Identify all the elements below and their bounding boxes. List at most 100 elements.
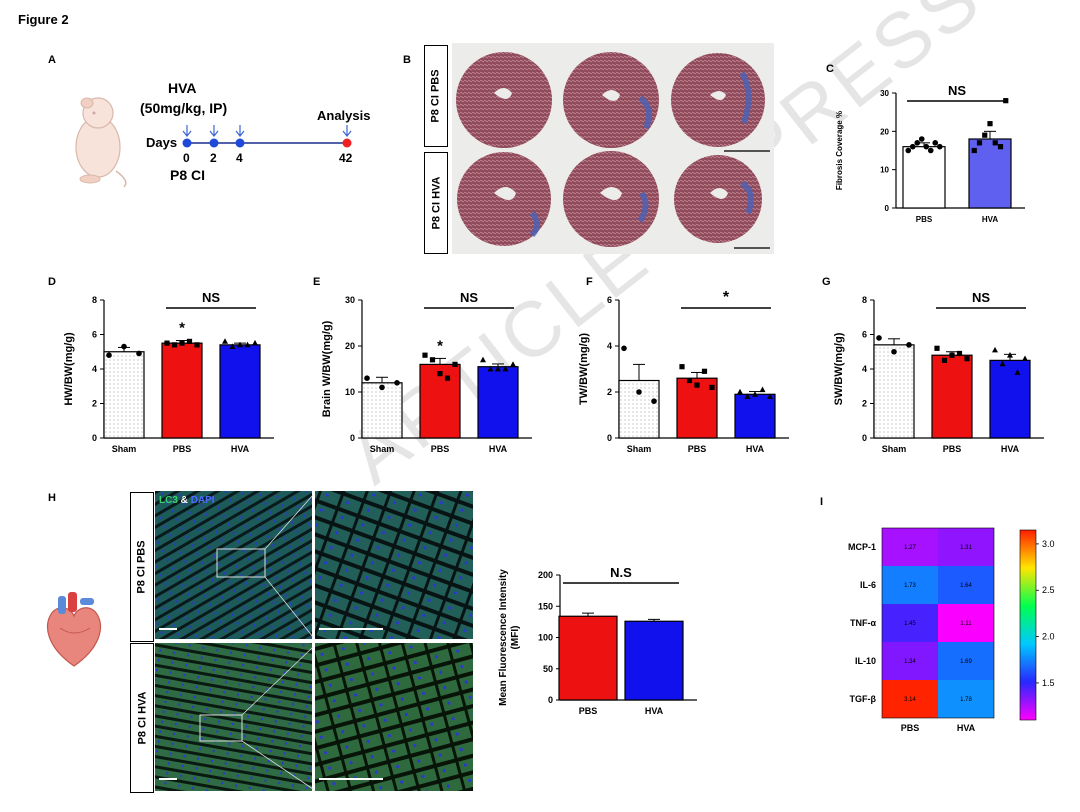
chart-d: 0 2 4 6 8 HW/BW(mg/g) Sham PBS HVA * NS (63, 290, 274, 454)
bar-hva (219, 344, 261, 439)
y-axis-label-line2: (MFI) (510, 626, 521, 650)
data-point (1014, 369, 1021, 375)
bar-pbs (558, 615, 618, 701)
heatmap-row-label: MCP-1 (848, 542, 876, 552)
heatmap-cell (882, 604, 938, 642)
data-point (502, 365, 509, 372)
colorbar-tick-label: 1.5 (1042, 678, 1055, 688)
panel-h-row-label-hva: P8 CI HVA (130, 643, 154, 793)
bar-sham (361, 382, 403, 439)
data-point (229, 343, 236, 349)
data-point (964, 356, 970, 362)
panel-label-g: G (822, 276, 831, 288)
drug-name: HVA (168, 80, 197, 96)
chart-g: 0 2 4 6 8 SW/BW(mg/g) Sham PBS HVA NS (833, 290, 1044, 454)
heart-illustration-icon (47, 592, 101, 667)
significance-star: * (437, 337, 443, 354)
panel-label-h: H (48, 492, 56, 504)
heatmap-cell-value: 1.27 (904, 545, 916, 551)
panel-label-e: E (313, 276, 321, 288)
y-axis-label: HW/BW(mg/g) (63, 332, 75, 406)
data-point (164, 340, 170, 346)
data-point (252, 339, 258, 346)
y-tick-label: 50 (543, 664, 553, 674)
y-tick-label: 8 (862, 295, 867, 305)
heatmap-cell (938, 680, 994, 718)
panel-label-d: D (48, 276, 56, 288)
y-axis-label: Mean Fluorescence Intensity(MFI) (498, 569, 521, 706)
significance-star: * (179, 320, 185, 337)
data-point (121, 343, 127, 350)
heart-section-hva-3 (674, 155, 762, 243)
data-point (891, 348, 897, 355)
heatmap-row-label: IL-10 (855, 656, 876, 666)
data-point (909, 143, 916, 150)
stain-legend: LC3 & DAPI (159, 495, 215, 506)
data-point (237, 341, 243, 348)
x-tick-label: Sham (112, 444, 137, 454)
heatmap-cell (882, 566, 938, 604)
panel-h-row-label-pbs: P8 CI PBS (130, 492, 154, 642)
panel-label-b: B (403, 54, 411, 66)
heatmap-cell-value: 1.34 (904, 659, 916, 665)
colorbar-tick-label: 2.5 (1042, 585, 1055, 595)
panel-b-histology-image (452, 43, 774, 254)
y-tick-label: 6 (92, 330, 97, 340)
y-tick-label: 30 (345, 295, 355, 305)
heart-section-pbs-3 (671, 53, 765, 147)
data-point (759, 386, 766, 393)
panel-label-c: C (826, 63, 834, 75)
x-tick-label: HVA (746, 444, 765, 454)
heatmap-column-label: PBS (901, 723, 920, 733)
y-tick-label: 4 (862, 364, 867, 374)
heatmap-cell-value: 1.69 (960, 659, 972, 665)
significance-label: NS (202, 290, 220, 305)
y-tick-label: 4 (92, 364, 97, 374)
heatmap-border (881, 527, 995, 719)
x-tick-label: PBS (431, 444, 450, 454)
heatmap-cell-value: 1.31 (960, 545, 972, 551)
colorbar-tick-label: 3.0 (1042, 539, 1055, 549)
stain-amp: & (177, 495, 191, 506)
data-point (934, 345, 940, 351)
heatmap-row-label: IL-6 (860, 580, 876, 590)
y-tick-label: 2 (92, 399, 97, 409)
chart-e: 0 10 20 30 Brain W/BW(mg/g) Sham PBS HVA * NS (321, 290, 532, 454)
data-point (906, 342, 912, 348)
y-tick-label: 0 (350, 433, 355, 443)
x-tick-label: HVA (645, 706, 664, 716)
significance-label: NS (948, 83, 966, 98)
data-point (244, 341, 251, 348)
data-point (222, 338, 228, 344)
data-point (364, 375, 370, 381)
y-axis-label: Fibrosis Coverage % (835, 111, 844, 190)
x-tick-label: Sham (882, 444, 907, 454)
bar-hva (989, 359, 1031, 439)
y-axis-label-line1: Mean Fluorescence Intensity (498, 569, 509, 706)
chart-h: 0 50 100 150 200 Mean Fluorescence Intensity(… (498, 565, 697, 716)
bar-hva (734, 393, 776, 439)
data-point (194, 342, 200, 348)
panel-label-f: F (586, 276, 593, 288)
data-point (767, 393, 773, 399)
data-point (480, 356, 486, 363)
data-point (186, 338, 193, 344)
data-point (941, 357, 948, 363)
heatmap-cell-value: 1.78 (960, 697, 972, 703)
data-point (752, 391, 758, 397)
data-point (694, 382, 700, 388)
chart-f: 0 2 4 6 TW/BW(mg/g) Sham PBS HVA * (578, 289, 789, 454)
panel-label-i: I (820, 496, 824, 508)
data-point (923, 143, 930, 150)
data-point (437, 371, 443, 377)
data-point (905, 147, 912, 154)
significance-label: NS (972, 290, 990, 305)
panel-label-a: A (48, 54, 56, 66)
dose-arrow-icons (182, 125, 352, 137)
y-tick-label: 0 (92, 433, 97, 443)
heatmap-cell (938, 566, 994, 604)
data-point (876, 335, 882, 341)
data-point (932, 140, 939, 146)
data-point (744, 393, 751, 399)
heart-section-hva-2 (563, 151, 659, 247)
